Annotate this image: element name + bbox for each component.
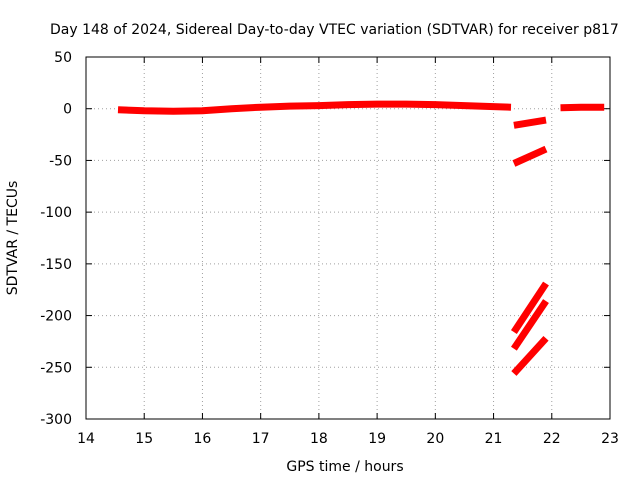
y-tick-label: -200 bbox=[40, 309, 72, 325]
x-tick-label: 19 bbox=[368, 431, 386, 447]
y-tick-label: -250 bbox=[40, 360, 72, 376]
x-tick-label: 20 bbox=[426, 431, 444, 447]
series-segment-e bbox=[511, 335, 549, 376]
y-tick-label: -150 bbox=[40, 257, 72, 273]
x-tick-label: 23 bbox=[601, 431, 619, 447]
chart-title: Day 148 of 2024, Sidereal Day-to-day VTE… bbox=[50, 22, 619, 38]
y-tick-label: -300 bbox=[40, 412, 72, 428]
series-segment-b bbox=[512, 145, 548, 167]
x-tick-label: 17 bbox=[252, 431, 270, 447]
data-series bbox=[117, 100, 605, 376]
series-main-trace bbox=[117, 100, 512, 115]
y-axis-label: SDTVAR / TECUs bbox=[5, 181, 21, 296]
x-axis-label: GPS time / hours bbox=[286, 459, 403, 475]
y-tick-label: -100 bbox=[40, 205, 72, 221]
y-tick-label: -50 bbox=[49, 153, 72, 169]
x-tick-label: 14 bbox=[77, 431, 95, 447]
series-segment-c bbox=[510, 281, 549, 335]
series-segment-a bbox=[513, 116, 547, 129]
x-tick-label: 15 bbox=[135, 431, 153, 447]
series-late-trace bbox=[560, 103, 605, 112]
plot-frame bbox=[85, 56, 611, 420]
axes: 14 15 16 17 18 19 20 21 22 23 -300 -250 -200 -150 -100… bbox=[40, 50, 619, 447]
grid bbox=[86, 57, 610, 419]
series-segment-d bbox=[510, 299, 549, 351]
y-tick-label: 0 bbox=[63, 102, 72, 118]
x-tick-label: 22 bbox=[543, 431, 561, 447]
x-tick-label: 21 bbox=[485, 431, 503, 447]
x-tick-label: 18 bbox=[310, 431, 328, 447]
x-tick-label: 16 bbox=[194, 431, 212, 447]
y-tick-label: 50 bbox=[54, 50, 72, 66]
